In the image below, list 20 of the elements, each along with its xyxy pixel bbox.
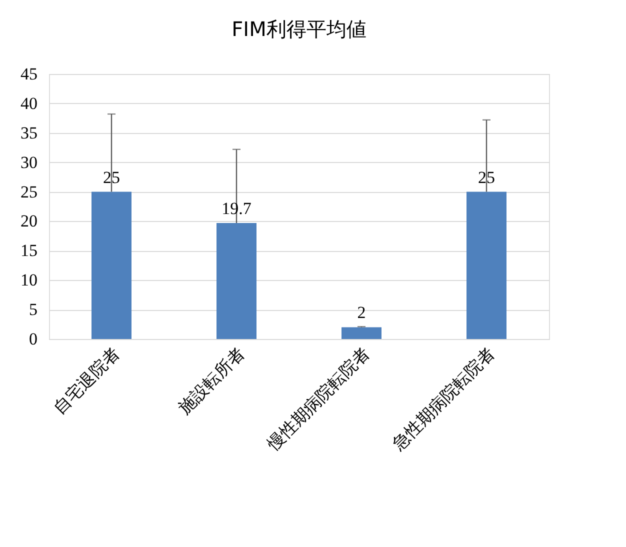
y-tick-label: 45 bbox=[20, 64, 38, 84]
x-tick-label: 急性期病院転院者 bbox=[388, 344, 500, 456]
x-tick-label: 施設転所者 bbox=[174, 344, 250, 418]
bar bbox=[466, 192, 506, 339]
data-label: 2 bbox=[357, 303, 366, 322]
bar bbox=[216, 222, 256, 339]
y-tick-label: 0 bbox=[29, 330, 38, 348]
x-tick-label: 自宅退院者 bbox=[50, 344, 124, 418]
y-tick-label: 35 bbox=[20, 123, 38, 142]
bar bbox=[342, 327, 382, 339]
y-tick-label: 15 bbox=[20, 241, 38, 260]
y-tick-label: 40 bbox=[20, 94, 38, 113]
bar bbox=[92, 192, 132, 339]
y-tick-label: 10 bbox=[20, 270, 38, 290]
y-tick-label: 5 bbox=[29, 300, 38, 320]
y-tick-label: 20 bbox=[20, 212, 38, 231]
y-tick-label: 30 bbox=[20, 152, 38, 172]
y-tick-label: 25 bbox=[20, 182, 38, 202]
chart-title: FIM利得平均値 bbox=[232, 17, 366, 41]
x-tick-label: 慢性期病院転院者 bbox=[263, 344, 374, 456]
